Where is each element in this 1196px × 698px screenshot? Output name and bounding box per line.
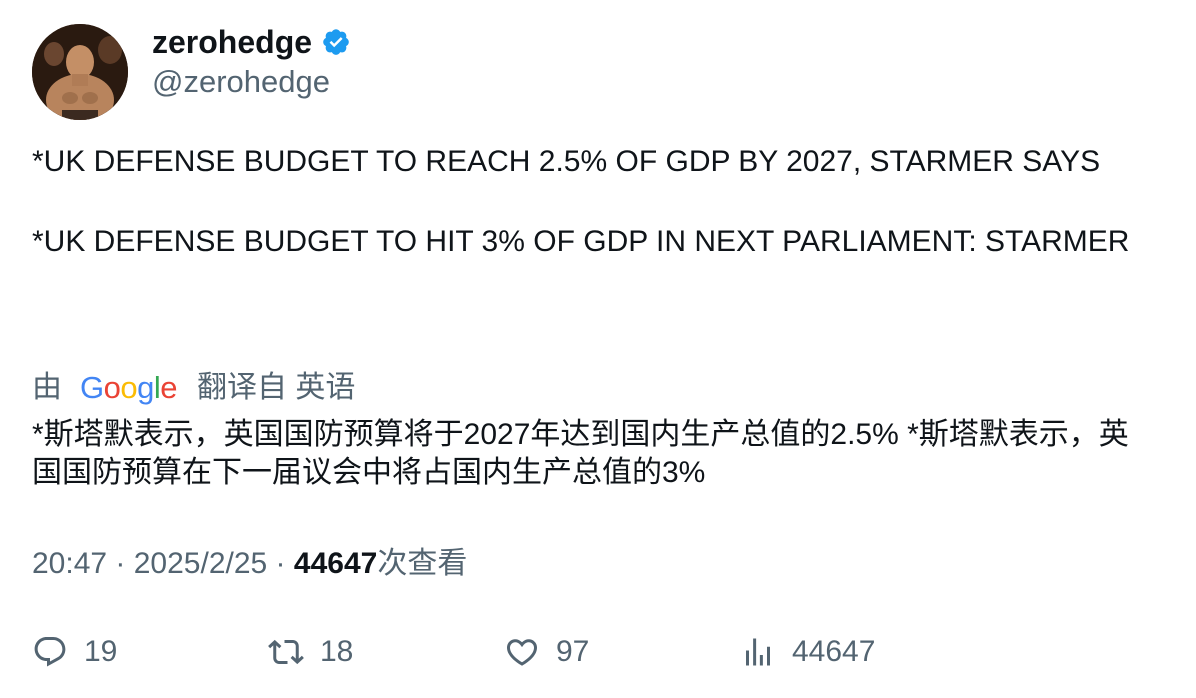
views-action-count: 44647 xyxy=(792,635,876,668)
retweet-button[interactable]: 18 xyxy=(268,630,353,674)
meta-separator: · xyxy=(107,547,134,580)
like-count: 97 xyxy=(556,635,590,668)
tweet-meta: 20:47 · 2025/2/25 · 44647次查看 xyxy=(32,544,467,584)
tweet-date[interactable]: 2025/2/25 xyxy=(133,547,268,580)
avatar[interactable] xyxy=(32,24,128,120)
views-button[interactable]: 44647 xyxy=(740,630,875,674)
author-name-row[interactable]: zerohedge xyxy=(152,22,351,62)
action-bar: 19 18 97 44647 xyxy=(32,630,1172,674)
translation-suffix: 翻译自 英语 xyxy=(197,371,356,404)
bar-chart-icon xyxy=(746,638,770,666)
google-logo: Google xyxy=(80,370,178,405)
reply-count: 19 xyxy=(84,635,118,668)
author-handle[interactable]: @zerohedge xyxy=(152,64,330,99)
views-label: 次查看 xyxy=(377,547,468,580)
like-button[interactable]: 97 xyxy=(504,630,589,674)
verified-badge-icon xyxy=(323,29,349,55)
views-count: 44647 xyxy=(293,547,378,580)
heart-icon xyxy=(506,639,538,666)
translation-prefix: 由 xyxy=(32,371,62,404)
reply-button[interactable]: 19 xyxy=(32,630,117,674)
author-display-name[interactable]: zerohedge xyxy=(152,24,313,60)
tweet-text: *UK DEFENSE BUDGET TO REACH 2.5% OF GDP … xyxy=(32,145,1130,258)
retweet-count: 18 xyxy=(320,635,354,668)
avatar-image xyxy=(32,24,128,120)
translated-text: *斯塔默表示，英国国防预算将于2027年达到国内生产总值的2.5% *斯塔默表示… xyxy=(32,418,1129,489)
retweet-arrows-icon xyxy=(268,639,304,665)
speech-bubble-icon xyxy=(34,637,66,667)
translation-attribution[interactable]: 由 Google 翻译自 英语 xyxy=(32,368,355,408)
meta-separator: · xyxy=(267,547,294,580)
tweet-time[interactable]: 20:47 xyxy=(32,547,108,580)
